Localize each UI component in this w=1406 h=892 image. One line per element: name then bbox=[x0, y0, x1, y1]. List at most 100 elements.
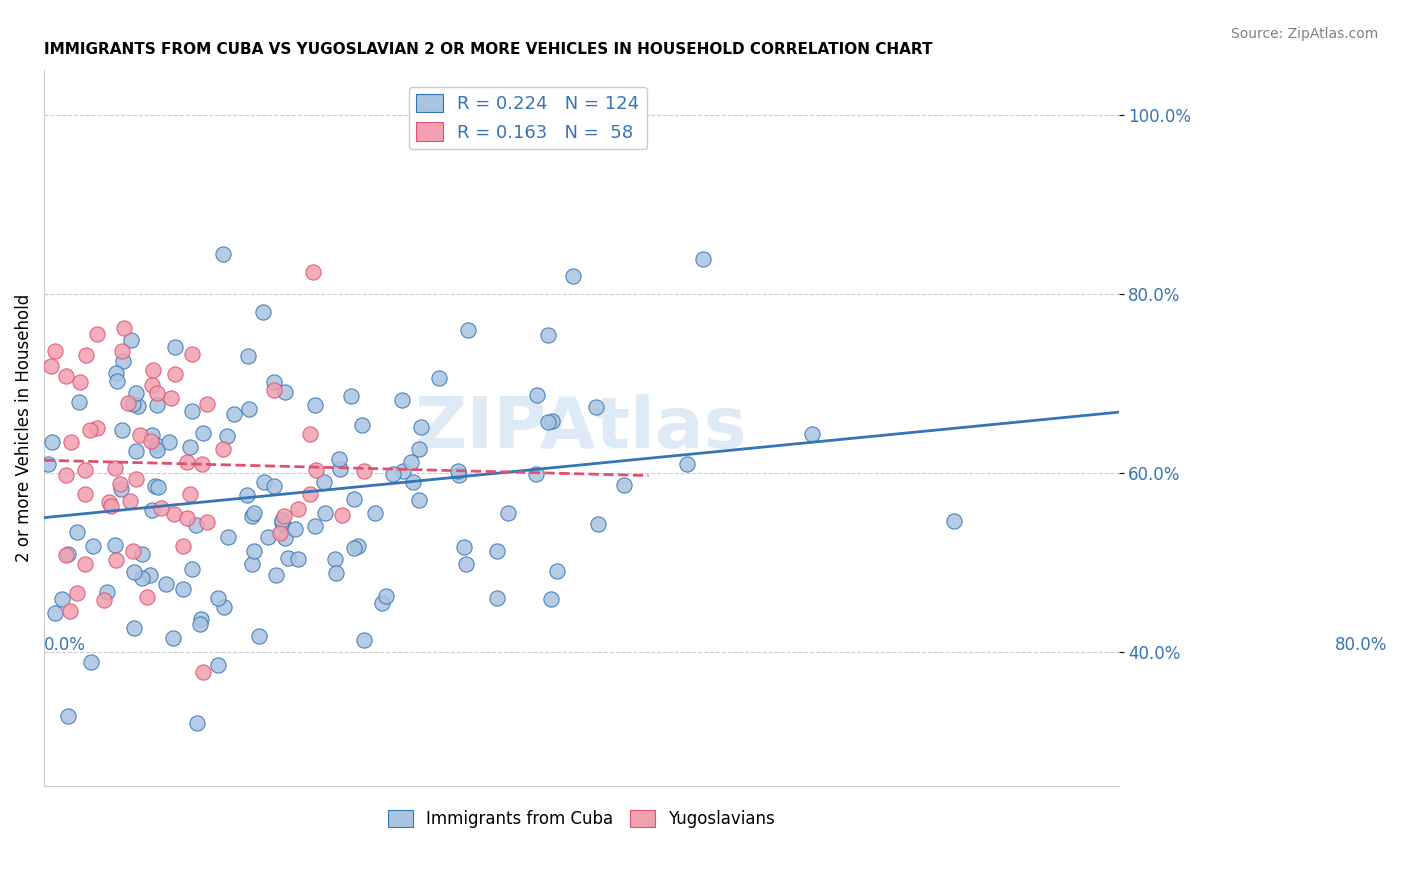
Point bbox=[302, 265, 325, 279]
Point bbox=[263, 376, 285, 390]
Point bbox=[352, 417, 374, 432]
Point bbox=[363, 506, 385, 520]
Point bbox=[172, 582, 194, 596]
Point bbox=[191, 426, 214, 441]
Point bbox=[339, 389, 361, 403]
Point bbox=[129, 428, 152, 442]
Point bbox=[243, 506, 266, 520]
Point bbox=[195, 397, 218, 411]
Point bbox=[453, 541, 475, 555]
Point bbox=[449, 467, 471, 482]
Point bbox=[176, 511, 198, 525]
Point bbox=[55, 467, 77, 482]
Point bbox=[37, 457, 59, 471]
Point bbox=[304, 398, 326, 412]
Point bbox=[104, 461, 127, 475]
Point bbox=[399, 455, 422, 469]
Point bbox=[247, 629, 270, 643]
Point bbox=[195, 515, 218, 529]
Point bbox=[142, 363, 165, 377]
Point bbox=[162, 631, 184, 645]
Point bbox=[263, 383, 285, 397]
Point bbox=[96, 585, 118, 599]
Point bbox=[79, 655, 101, 669]
Point bbox=[131, 570, 153, 584]
Point bbox=[264, 568, 287, 582]
Point bbox=[346, 539, 368, 553]
Point bbox=[540, 591, 562, 606]
Point bbox=[75, 348, 97, 362]
Point bbox=[222, 407, 245, 421]
Point bbox=[79, 423, 101, 437]
Point bbox=[56, 547, 79, 561]
Point bbox=[188, 617, 211, 632]
Point bbox=[118, 494, 141, 508]
Point bbox=[353, 464, 375, 478]
Point bbox=[181, 404, 204, 418]
Point bbox=[270, 516, 292, 531]
Point bbox=[59, 604, 82, 618]
Point bbox=[125, 444, 148, 458]
Point bbox=[165, 367, 187, 381]
Point bbox=[141, 378, 163, 392]
Point bbox=[454, 558, 477, 572]
Point bbox=[135, 590, 157, 604]
Point bbox=[44, 606, 66, 620]
Point bbox=[86, 421, 108, 435]
Point bbox=[82, 539, 104, 553]
Point bbox=[402, 475, 425, 489]
Point bbox=[176, 455, 198, 469]
Point bbox=[122, 396, 145, 410]
Point bbox=[122, 544, 145, 558]
Point bbox=[145, 443, 167, 458]
Point bbox=[408, 492, 430, 507]
Point bbox=[131, 547, 153, 561]
Point bbox=[55, 548, 77, 562]
Point bbox=[110, 482, 132, 496]
Point bbox=[146, 398, 169, 412]
Point bbox=[41, 434, 63, 449]
Text: ZIPAtlas: ZIPAtlas bbox=[415, 393, 748, 463]
Point bbox=[217, 530, 239, 544]
Point bbox=[274, 385, 297, 400]
Point bbox=[51, 592, 73, 607]
Point bbox=[586, 517, 609, 532]
Point bbox=[98, 495, 121, 509]
Point bbox=[269, 526, 291, 541]
Point bbox=[305, 463, 328, 477]
Point bbox=[191, 458, 214, 472]
Point bbox=[125, 386, 148, 401]
Point bbox=[93, 592, 115, 607]
Point bbox=[371, 596, 394, 610]
Point bbox=[143, 479, 166, 493]
Point bbox=[207, 591, 229, 605]
Point bbox=[212, 246, 235, 260]
Point bbox=[148, 480, 170, 494]
Point bbox=[180, 562, 202, 576]
Point bbox=[111, 353, 134, 368]
Point bbox=[409, 420, 432, 434]
Point bbox=[257, 530, 280, 544]
Point bbox=[353, 633, 375, 648]
Y-axis label: 2 or more Vehicles in Household: 2 or more Vehicles in Household bbox=[15, 294, 32, 562]
Point bbox=[105, 374, 128, 388]
Point bbox=[585, 400, 607, 414]
Point bbox=[67, 395, 90, 409]
Point bbox=[122, 565, 145, 579]
Point bbox=[277, 550, 299, 565]
Point bbox=[537, 328, 560, 343]
Point bbox=[190, 612, 212, 626]
Text: 0.0%: 0.0% bbox=[44, 636, 86, 654]
Point bbox=[157, 434, 180, 449]
Point bbox=[215, 429, 238, 443]
Point bbox=[111, 423, 134, 437]
Point bbox=[120, 334, 142, 348]
Point bbox=[537, 415, 560, 429]
Point bbox=[252, 304, 274, 318]
Point bbox=[155, 576, 177, 591]
Point bbox=[100, 500, 122, 514]
Point bbox=[172, 539, 194, 553]
Point bbox=[179, 487, 201, 501]
Text: 80.0%: 80.0% bbox=[1334, 636, 1388, 654]
Point bbox=[381, 467, 404, 482]
